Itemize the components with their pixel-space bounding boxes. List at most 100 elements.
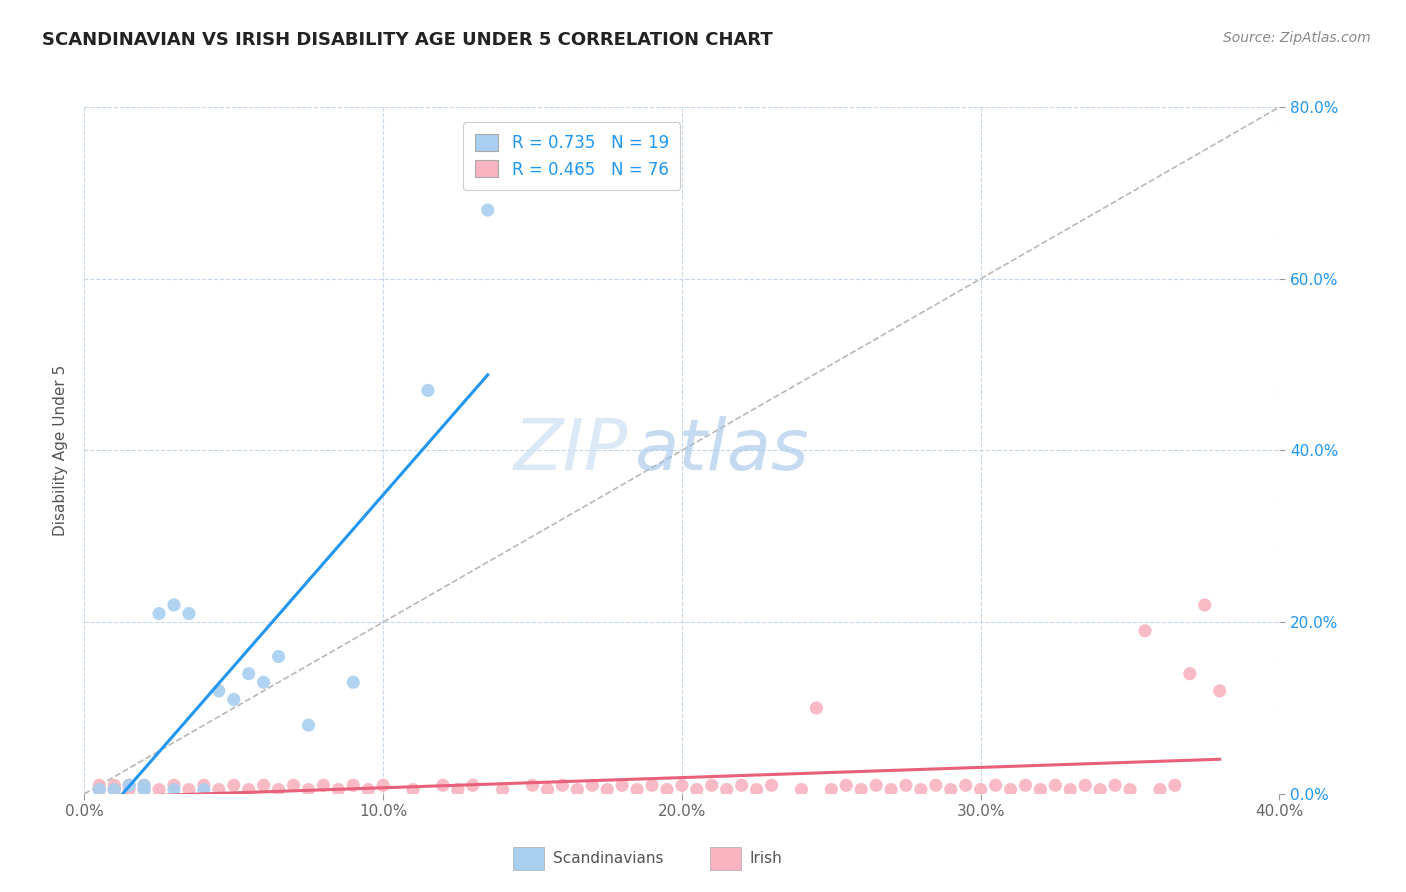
Point: [536, 782, 558, 797]
Point: [1149, 782, 1171, 797]
Point: [148, 607, 170, 621]
Point: [596, 782, 619, 797]
Text: Source: ZipAtlas.com: Source: ZipAtlas.com: [1223, 31, 1371, 45]
Point: [208, 683, 231, 698]
Point: [193, 778, 215, 792]
Point: [163, 778, 186, 792]
Point: [297, 782, 319, 797]
Text: SCANDINAVIAN VS IRISH DISABILITY AGE UNDER 5 CORRELATION CHART: SCANDINAVIAN VS IRISH DISABILITY AGE UND…: [42, 31, 773, 49]
Point: [89, 778, 111, 792]
Point: [567, 782, 589, 797]
Point: [820, 782, 842, 797]
Point: [447, 782, 470, 797]
Point: [806, 701, 828, 715]
Point: [745, 782, 768, 797]
Point: [238, 782, 260, 797]
Point: [342, 675, 364, 690]
Text: Scandinavians: Scandinavians: [553, 851, 664, 866]
Point: [925, 778, 948, 792]
Point: [103, 778, 125, 792]
Point: [851, 782, 873, 797]
Point: [1000, 782, 1022, 797]
Point: [253, 675, 276, 690]
Text: Irish: Irish: [749, 851, 782, 866]
Point: [222, 692, 245, 706]
Point: [894, 778, 917, 792]
Point: [492, 782, 515, 797]
Point: [790, 782, 813, 797]
Point: [328, 782, 350, 797]
Point: [312, 778, 335, 792]
Point: [1074, 778, 1097, 792]
Point: [1194, 598, 1216, 612]
Point: [970, 782, 993, 797]
Point: [626, 782, 648, 797]
Point: [671, 778, 693, 792]
Point: [641, 778, 664, 792]
Point: [1029, 782, 1052, 797]
Point: [416, 384, 439, 398]
Point: [238, 666, 260, 681]
Point: [89, 782, 111, 797]
Point: [267, 782, 290, 797]
Text: atlas: atlas: [634, 416, 808, 485]
Point: [1164, 778, 1187, 792]
Point: [432, 778, 454, 792]
Point: [686, 782, 709, 797]
Point: [118, 778, 141, 792]
Point: [283, 778, 305, 792]
Point: [402, 782, 425, 797]
Point: [103, 782, 125, 797]
Y-axis label: Disability Age Under 5: Disability Age Under 5: [53, 365, 69, 536]
Text: ZIP: ZIP: [513, 416, 628, 485]
Point: [89, 782, 111, 797]
Point: [103, 782, 125, 797]
Point: [880, 782, 903, 797]
Point: [267, 649, 290, 664]
Point: [177, 782, 200, 797]
Point: [132, 778, 156, 792]
Point: [1014, 778, 1036, 792]
Point: [984, 778, 1007, 792]
Point: [163, 782, 186, 797]
Point: [551, 778, 574, 792]
Point: [835, 778, 858, 792]
Point: [163, 598, 186, 612]
Point: [731, 778, 754, 792]
Point: [1090, 782, 1112, 797]
Point: [910, 782, 932, 797]
Point: [655, 782, 678, 797]
Point: [955, 778, 977, 792]
Point: [1178, 666, 1201, 681]
Point: [1209, 683, 1232, 698]
Point: [118, 778, 141, 792]
Point: [1133, 624, 1156, 638]
Point: [103, 782, 125, 797]
Point: [193, 782, 215, 797]
Point: [477, 202, 499, 217]
Point: [581, 778, 603, 792]
Point: [939, 782, 962, 797]
Point: [761, 778, 783, 792]
Point: [132, 778, 156, 792]
Point: [342, 778, 364, 792]
Point: [148, 782, 170, 797]
Point: [1104, 778, 1126, 792]
Point: [1045, 778, 1067, 792]
Point: [297, 718, 319, 732]
Point: [700, 778, 723, 792]
Point: [612, 778, 634, 792]
Point: [716, 782, 738, 797]
Point: [177, 607, 200, 621]
Point: [522, 778, 544, 792]
Point: [1119, 782, 1142, 797]
Point: [373, 778, 395, 792]
Point: [865, 778, 887, 792]
Point: [132, 782, 156, 797]
Legend: R = 0.735   N = 19, R = 0.465   N = 76: R = 0.735 N = 19, R = 0.465 N = 76: [463, 122, 681, 190]
Point: [222, 778, 245, 792]
Point: [357, 782, 380, 797]
Point: [132, 782, 156, 797]
Point: [118, 782, 141, 797]
Point: [461, 778, 484, 792]
